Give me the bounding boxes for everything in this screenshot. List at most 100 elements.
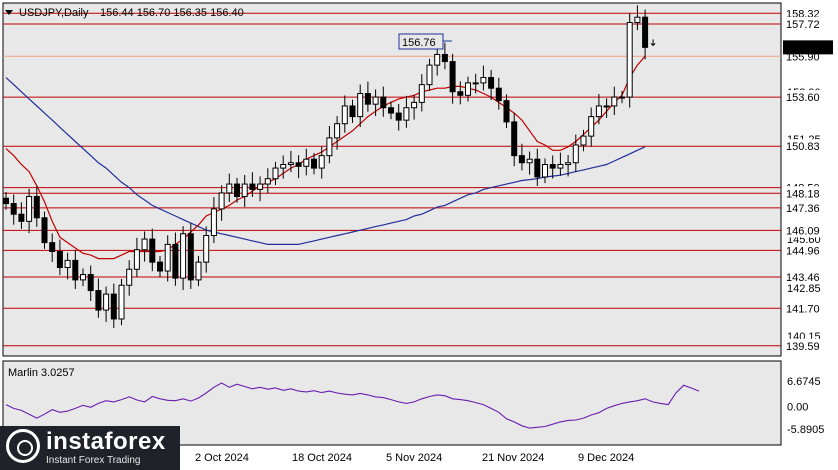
price-pane <box>2 2 782 357</box>
candle <box>572 134 579 172</box>
candle <box>72 249 79 289</box>
candle <box>126 260 133 296</box>
candle <box>503 94 510 129</box>
candle <box>341 95 348 133</box>
high-annotation-label: 156.76 <box>402 37 436 49</box>
dropdown-triangle-icon[interactable] <box>5 10 13 15</box>
candle <box>272 161 279 185</box>
level-price-label: 150.83 <box>786 141 820 153</box>
bearish-candle-body <box>642 16 649 48</box>
bearish-candle-body <box>187 233 194 281</box>
candle <box>311 152 317 175</box>
candle <box>441 42 448 70</box>
bearish-candle-body <box>56 251 63 268</box>
candle <box>380 86 387 117</box>
bearish-candle-body <box>395 112 402 121</box>
candle <box>534 148 541 187</box>
bearish-candle-body <box>380 96 387 109</box>
candle <box>10 194 17 225</box>
candle <box>164 235 171 282</box>
bullish-candle-body <box>326 137 333 157</box>
candle <box>133 237 140 277</box>
candle <box>249 172 256 198</box>
bearish-candle-body <box>249 183 256 190</box>
bullish-candle-body <box>195 261 202 281</box>
time-axis: 2 Oct 2024 18 Oct 2024 5 Nov 2024 21 Nov 20… <box>195 452 634 464</box>
bearish-candle-body <box>10 203 17 215</box>
bullish-candle-body <box>526 158 533 164</box>
bullish-candle-body <box>118 284 125 320</box>
indicator-scale-label: 0.00 <box>787 402 808 414</box>
bearish-candle-body <box>87 274 94 292</box>
level-price-label-bg <box>783 200 833 215</box>
bullish-candle-body <box>164 243 171 272</box>
bullish-candle-body <box>264 178 271 185</box>
current-price-label: 156.40 <box>786 42 820 54</box>
bearish-candle-body <box>388 107 394 114</box>
bullish-candle-body <box>403 107 410 121</box>
bullish-candle-body <box>372 96 379 105</box>
bearish-candle-body <box>349 105 356 118</box>
candle <box>611 86 618 116</box>
candle <box>472 73 479 94</box>
bearish-candle-body <box>495 87 502 102</box>
level-price-label-bg <box>783 223 833 238</box>
candle <box>388 101 394 120</box>
candle <box>449 53 456 104</box>
bearish-candle-body <box>33 195 40 219</box>
candle <box>203 226 210 273</box>
candle <box>187 223 194 289</box>
slow-moving-average-line <box>5 77 646 245</box>
bullish-candle-body <box>26 195 33 222</box>
high-annotation: 156.76 <box>398 33 452 50</box>
candle <box>295 155 302 179</box>
candle <box>157 255 163 278</box>
candle <box>172 232 179 286</box>
indicator-title: Marlin 3.0257 <box>8 367 75 379</box>
level-price-label: 141.70 <box>786 303 820 315</box>
bullish-candle-body <box>103 293 110 311</box>
candle <box>411 94 418 120</box>
candle <box>557 152 564 176</box>
bullish-candle-body <box>226 183 233 194</box>
bullish-candle-body <box>580 135 587 146</box>
level-price-label-bg <box>783 270 833 285</box>
candle <box>234 177 240 203</box>
candle <box>33 186 40 227</box>
bearish-candle-body <box>234 183 240 197</box>
candle <box>264 168 271 194</box>
bearish-candle-body <box>511 121 518 157</box>
candle <box>642 9 649 60</box>
candle <box>64 252 71 280</box>
candle <box>357 84 364 128</box>
candle <box>226 173 233 202</box>
level-price-label: 144.96 <box>786 245 820 257</box>
candle <box>95 278 102 318</box>
instaforex-logo: instaforex Instant Forex Trading <box>0 426 180 470</box>
bullish-candle-body <box>218 192 225 210</box>
last-candle-arrow-icon <box>650 39 656 47</box>
candlesticks <box>3 5 656 329</box>
bullish-candle-body <box>303 158 310 167</box>
candle <box>349 99 356 123</box>
bullish-candle-body <box>272 167 279 180</box>
candle <box>149 228 156 272</box>
candle <box>280 155 287 179</box>
bullish-candle-body <box>418 84 425 103</box>
bearish-candle-body <box>503 100 510 123</box>
bearish-candle-body <box>549 164 556 169</box>
candle <box>619 90 625 104</box>
candle <box>26 188 33 234</box>
bullish-candle-body <box>619 96 625 99</box>
candle <box>526 151 533 175</box>
marlin-line <box>5 382 700 429</box>
bullish-candle-body <box>357 93 364 118</box>
bullish-candle-body <box>434 53 441 66</box>
bullish-candle-body <box>557 164 564 169</box>
candle <box>287 150 294 173</box>
bearish-candle-body <box>149 238 156 263</box>
candle <box>326 126 333 164</box>
candle <box>218 185 225 221</box>
candle <box>511 112 518 167</box>
current-price-label-bg <box>783 40 833 55</box>
